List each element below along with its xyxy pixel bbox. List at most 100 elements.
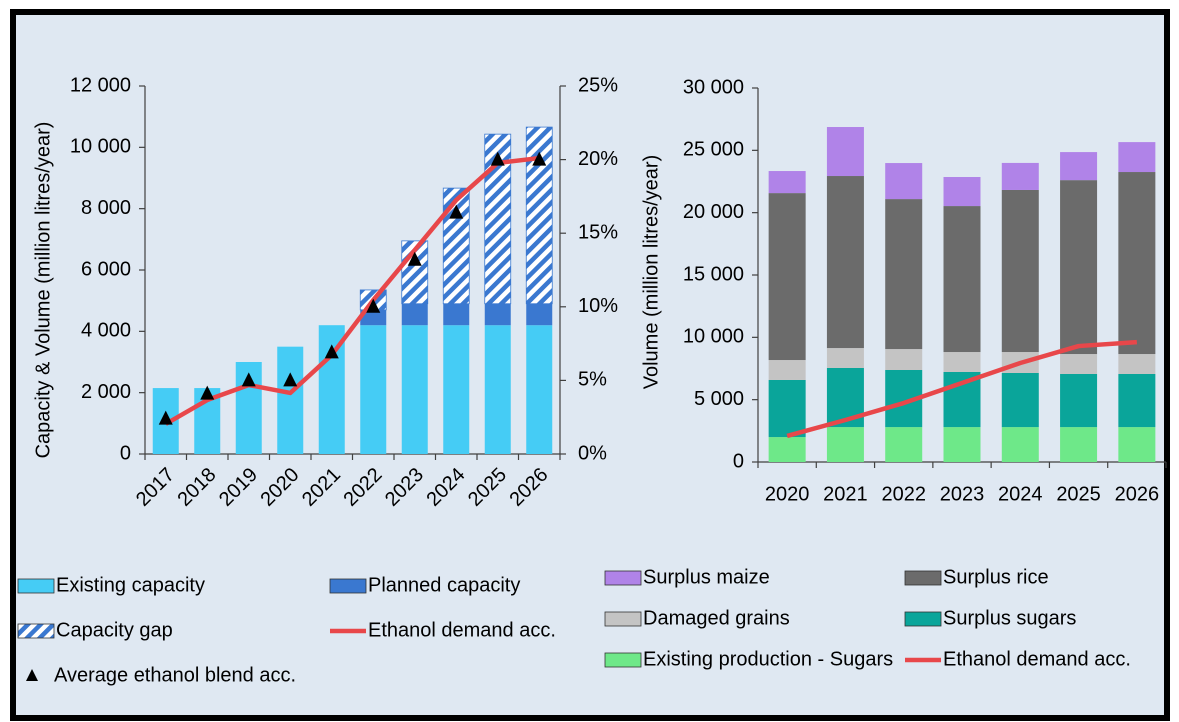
- bar: [1060, 354, 1098, 374]
- x-tick-label: 2020: [765, 483, 810, 505]
- y-tick-label: 0: [120, 442, 131, 464]
- legend-label: Surplus maize: [643, 566, 770, 588]
- y-tick-label: 8 000: [81, 197, 131, 219]
- legend-swatch: [604, 570, 642, 586]
- legend-swatch: [604, 611, 642, 627]
- legend-label: Damaged grains: [643, 607, 790, 629]
- bar: [1060, 373, 1098, 428]
- legend-label: Planned capacity: [368, 574, 520, 596]
- legend-label: Ethanol demand acc.: [943, 648, 1131, 670]
- bar: [768, 437, 806, 462]
- marker: [200, 385, 215, 400]
- bar: [1001, 427, 1039, 462]
- bar: [526, 325, 553, 454]
- bar: [1060, 152, 1098, 181]
- bar: [277, 346, 304, 454]
- bar: [360, 325, 387, 454]
- bar: [885, 163, 923, 200]
- legend-label: Existing capacity: [56, 574, 205, 596]
- bar: [943, 206, 981, 353]
- marker: [490, 151, 505, 166]
- y-tick-label: 10 000: [683, 326, 744, 348]
- y-tick-label: 2 000: [81, 381, 131, 403]
- bar: [768, 379, 806, 438]
- bar: [768, 193, 806, 361]
- marker: [532, 151, 547, 166]
- legend-swatch: [26, 669, 38, 681]
- y-tick-label: 15 000: [683, 263, 744, 285]
- legend-label: Surplus sugars: [943, 607, 1076, 629]
- legend-swatch: [604, 652, 642, 668]
- bar: [768, 360, 806, 380]
- y-tick-label: 6 000: [81, 258, 131, 280]
- y-tick-label: 30 000: [683, 76, 744, 98]
- y-tick-label: 10 000: [70, 136, 131, 158]
- y2-tick-label: 15%: [578, 221, 618, 243]
- x-tick-label: 2022: [881, 483, 926, 505]
- bar: [1060, 427, 1098, 462]
- x-tick-label: 2026: [1115, 483, 1160, 505]
- y-tick-label: 12 000: [70, 74, 131, 96]
- bar: [826, 127, 864, 177]
- line: [786, 339, 1138, 439]
- legend-swatch: [904, 570, 942, 586]
- bar: [943, 352, 981, 372]
- bar: [401, 303, 428, 326]
- y-tick-label: 0: [733, 450, 744, 472]
- legend-label: Surplus rice: [943, 566, 1049, 588]
- y2-tick-label: 10%: [578, 295, 618, 317]
- x-tick-label: 2021: [823, 483, 868, 505]
- marker: [324, 344, 339, 359]
- y-tick-label: 4 000: [81, 320, 131, 342]
- marker: [158, 410, 173, 425]
- bar: [443, 303, 470, 326]
- bar: [826, 427, 864, 462]
- bar: [484, 303, 511, 326]
- legend-swatch: [904, 611, 942, 627]
- bar: [1118, 172, 1156, 355]
- bar: [943, 427, 981, 462]
- marker: [449, 204, 464, 219]
- bar: [1118, 142, 1156, 173]
- y2-tick-label: 0%: [578, 442, 607, 464]
- bar: [1060, 180, 1098, 355]
- y-tick-label: 5 000: [694, 388, 744, 410]
- legend-label: Ethanol demand acc.: [368, 619, 556, 641]
- marker: [283, 372, 298, 387]
- legend-swatch: [329, 578, 367, 594]
- bar: [1118, 373, 1156, 428]
- y2-tick-label: 5%: [578, 369, 607, 391]
- y-axis-label: Capacity & Volume (million litres/year): [32, 122, 54, 459]
- y-tick-label: 20 000: [683, 201, 744, 223]
- x-tick-label: 2025: [1056, 483, 1101, 505]
- bar: [826, 348, 864, 369]
- bar: [526, 303, 553, 326]
- bar: [826, 176, 864, 349]
- bar: [1001, 162, 1039, 190]
- bar: [885, 199, 923, 350]
- bar: [1001, 189, 1039, 353]
- bar: [443, 325, 470, 454]
- bar: [1118, 354, 1156, 374]
- y-axis-label: Volume (million litres/year): [640, 155, 662, 390]
- bar: [943, 177, 981, 207]
- marker: [241, 372, 256, 387]
- bar: [1118, 427, 1156, 462]
- legend-swatch: [17, 623, 55, 639]
- bar: [401, 325, 428, 454]
- marker: [366, 298, 381, 313]
- bar: [360, 309, 387, 326]
- x-tick-label: 2024: [998, 483, 1043, 505]
- marker: [407, 251, 422, 266]
- bar: [885, 349, 923, 370]
- y2-tick-label: 20%: [578, 148, 618, 170]
- line: [164, 155, 540, 426]
- bar: [885, 427, 923, 462]
- y2-tick-label: 25%: [578, 74, 618, 96]
- bar: [484, 325, 511, 454]
- legend-label: Average ethanol blend acc.: [54, 664, 296, 686]
- y-tick-label: 25 000: [683, 139, 744, 161]
- legend-swatch: [17, 578, 55, 594]
- x-tick-label: 2023: [940, 483, 985, 505]
